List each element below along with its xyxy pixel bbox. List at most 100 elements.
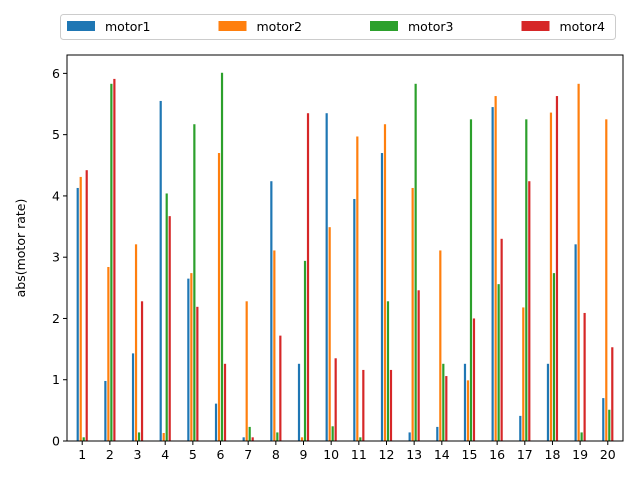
y-tick-label: 1 xyxy=(52,372,60,387)
bar-motor4-12 xyxy=(389,369,393,441)
bar-motor3-3 xyxy=(137,432,141,441)
x-tick-label: 6 xyxy=(217,447,225,462)
bar-motor2-2 xyxy=(107,266,110,441)
bar-motor1-16 xyxy=(491,107,494,441)
bar-motor1-9 xyxy=(297,363,301,441)
bar-motor2-10 xyxy=(328,227,331,441)
bar-motor1-6 xyxy=(214,403,218,441)
bar-motor4-19 xyxy=(583,312,586,441)
bar-motor1-17 xyxy=(519,415,522,441)
x-tick-label: 5 xyxy=(189,447,197,462)
bar-motor1-4 xyxy=(159,100,162,441)
bar-motor2-14 xyxy=(439,250,442,441)
bar-motor2-7 xyxy=(245,301,248,441)
x-tick-label: 1 xyxy=(78,447,86,462)
x-tick-label: 11 xyxy=(351,447,367,462)
x-tick-label: 19 xyxy=(572,447,588,462)
bar-motor2-13 xyxy=(411,187,414,441)
bar-motor4-3 xyxy=(140,301,144,441)
bar-motor4-11 xyxy=(362,369,365,441)
legend-label-motor3: motor3 xyxy=(408,19,453,34)
x-tick-label: 13 xyxy=(406,447,422,462)
x-tick-label: 17 xyxy=(517,447,533,462)
bar-motor4-4 xyxy=(168,216,171,441)
y-tick-label: 6 xyxy=(52,66,60,81)
legend-swatch-motor3 xyxy=(370,21,398,31)
bar-motor3-1 xyxy=(82,437,85,441)
bar-motor3-16 xyxy=(497,284,500,441)
bar-motor1-3 xyxy=(131,353,135,441)
legend-label-motor1: motor1 xyxy=(105,19,150,34)
legend-swatch-motor2 xyxy=(218,21,247,31)
bar-motor1-7 xyxy=(242,437,245,441)
legend-label-motor2: motor2 xyxy=(257,19,302,34)
legend-label-motor4: motor4 xyxy=(560,19,606,34)
x-tick-label: 9 xyxy=(300,447,308,462)
legend: motor1 motor2 motor3 motor4 xyxy=(60,14,616,40)
bar-motor2-8 xyxy=(273,250,276,441)
bar-motor3-9 xyxy=(303,260,307,441)
bar-motor3-2 xyxy=(110,83,113,442)
bar-motor4-6 xyxy=(223,363,227,441)
bar-motor3-7 xyxy=(248,426,251,441)
x-tick-label: 10 xyxy=(323,447,339,462)
bar-motor4-1 xyxy=(85,170,88,441)
legend-swatch-motor4 xyxy=(521,21,550,31)
bar-motor3-11 xyxy=(359,437,362,441)
bar-motor1-11 xyxy=(353,198,356,441)
y-tick-label: 5 xyxy=(52,127,60,142)
bar-motor1-13 xyxy=(408,432,411,441)
bar-motor4-9 xyxy=(306,113,310,442)
x-tick-label: 7 xyxy=(244,447,252,462)
bar-motor2-12 xyxy=(383,124,387,441)
bar-motor1-14 xyxy=(436,426,439,441)
bar-motor4-18 xyxy=(555,96,559,442)
bar-motor2-11 xyxy=(356,136,359,442)
bar-motor3-17 xyxy=(525,119,528,441)
bar-motor2-6 xyxy=(217,153,221,441)
bar-motor1-2 xyxy=(104,380,107,441)
y-axis-ticks: 0 1 2 3 4 5 6 xyxy=(52,66,67,449)
bar-motor3-5 xyxy=(193,124,196,441)
bar-motor4-10 xyxy=(334,358,337,441)
x-tick-label: 20 xyxy=(600,447,616,462)
bar-motor3-4 xyxy=(165,193,168,441)
legend-swatch-motor1 xyxy=(67,21,95,31)
y-tick-label: 0 xyxy=(52,434,60,449)
x-tick-label: 14 xyxy=(434,447,450,462)
bar-motor2-9 xyxy=(300,437,304,441)
bar-motor2-17 xyxy=(522,307,525,441)
x-tick-label: 8 xyxy=(272,447,280,462)
x-axis-ticks: 1 2 3 4 5 6 7 8 9 10 11 12 13 14 15 16 17 18 19 20 xyxy=(78,441,616,462)
bar-motor4-17 xyxy=(528,181,531,441)
bars-group xyxy=(76,72,614,442)
bar-motor4-5 xyxy=(196,306,199,441)
bar-motor2-4 xyxy=(162,433,165,441)
bar-motor2-16 xyxy=(494,96,497,442)
bar-motor4-2 xyxy=(113,78,116,442)
bar-motor3-13 xyxy=(414,83,417,442)
bar-motor2-1 xyxy=(79,176,82,441)
bar-motor3-15 xyxy=(469,119,473,441)
bar-motor4-13 xyxy=(417,290,420,441)
y-tick-label: 2 xyxy=(52,311,60,326)
legend-box xyxy=(60,14,616,40)
bar-motor3-6 xyxy=(220,72,224,442)
bar-motor2-19 xyxy=(577,83,580,442)
bar-motor1-18 xyxy=(546,363,550,441)
plot-frame xyxy=(66,54,624,442)
x-tick-label: 18 xyxy=(545,447,561,462)
bar-motor2-15 xyxy=(466,380,470,441)
y-tick-label: 4 xyxy=(52,188,60,203)
bar-motor1-12 xyxy=(380,153,384,441)
x-tick-label: 3 xyxy=(134,447,142,462)
bar-motor2-18 xyxy=(549,112,553,441)
bar-motor1-10 xyxy=(325,113,328,442)
bar-motor3-8 xyxy=(276,432,279,441)
x-tick-label: 4 xyxy=(161,447,169,462)
bar-motor1-20 xyxy=(602,398,605,441)
bar-motor2-5 xyxy=(190,273,193,441)
bar-motor3-12 xyxy=(386,301,390,441)
bar-motor1-19 xyxy=(574,244,577,441)
